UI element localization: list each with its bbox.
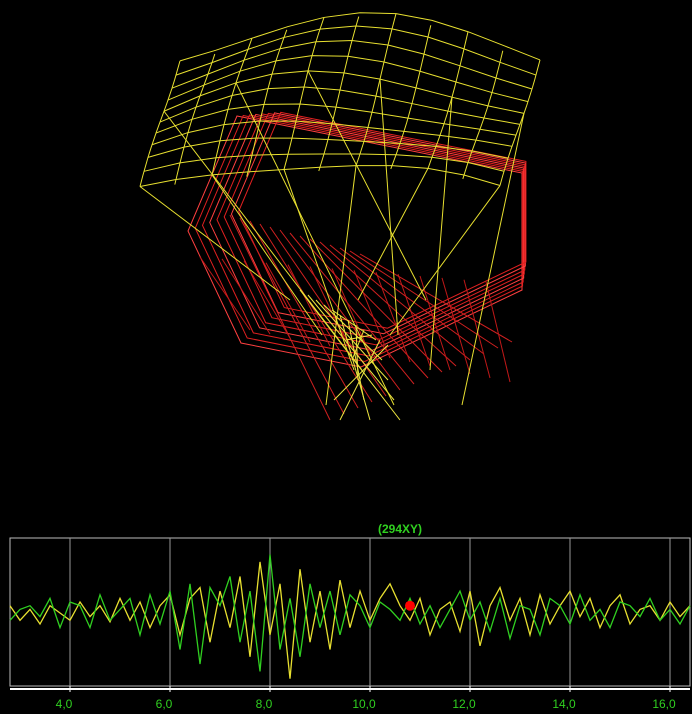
x-tick-label: 8,0 — [256, 697, 273, 711]
chart-title: (294XY) — [378, 522, 422, 536]
page: (294XY) 4,06,08,010,012,014,016,0 (() =>… — [0, 0, 692, 714]
app-view: (294XY) 4,0 6,0 8,0 10,0 12,0 14,0 16,0 — [0, 0, 692, 714]
x-tick-label: 10,0 — [352, 697, 376, 711]
x-tick-label: 4,0 — [56, 697, 73, 711]
cursor-marker — [405, 601, 415, 611]
x-tick-label: 14,0 — [552, 697, 576, 711]
x-tick-label: 6,0 — [156, 697, 173, 711]
x-tick-label: 12,0 — [452, 697, 476, 711]
x-tick-label: 16,0 — [652, 697, 676, 711]
